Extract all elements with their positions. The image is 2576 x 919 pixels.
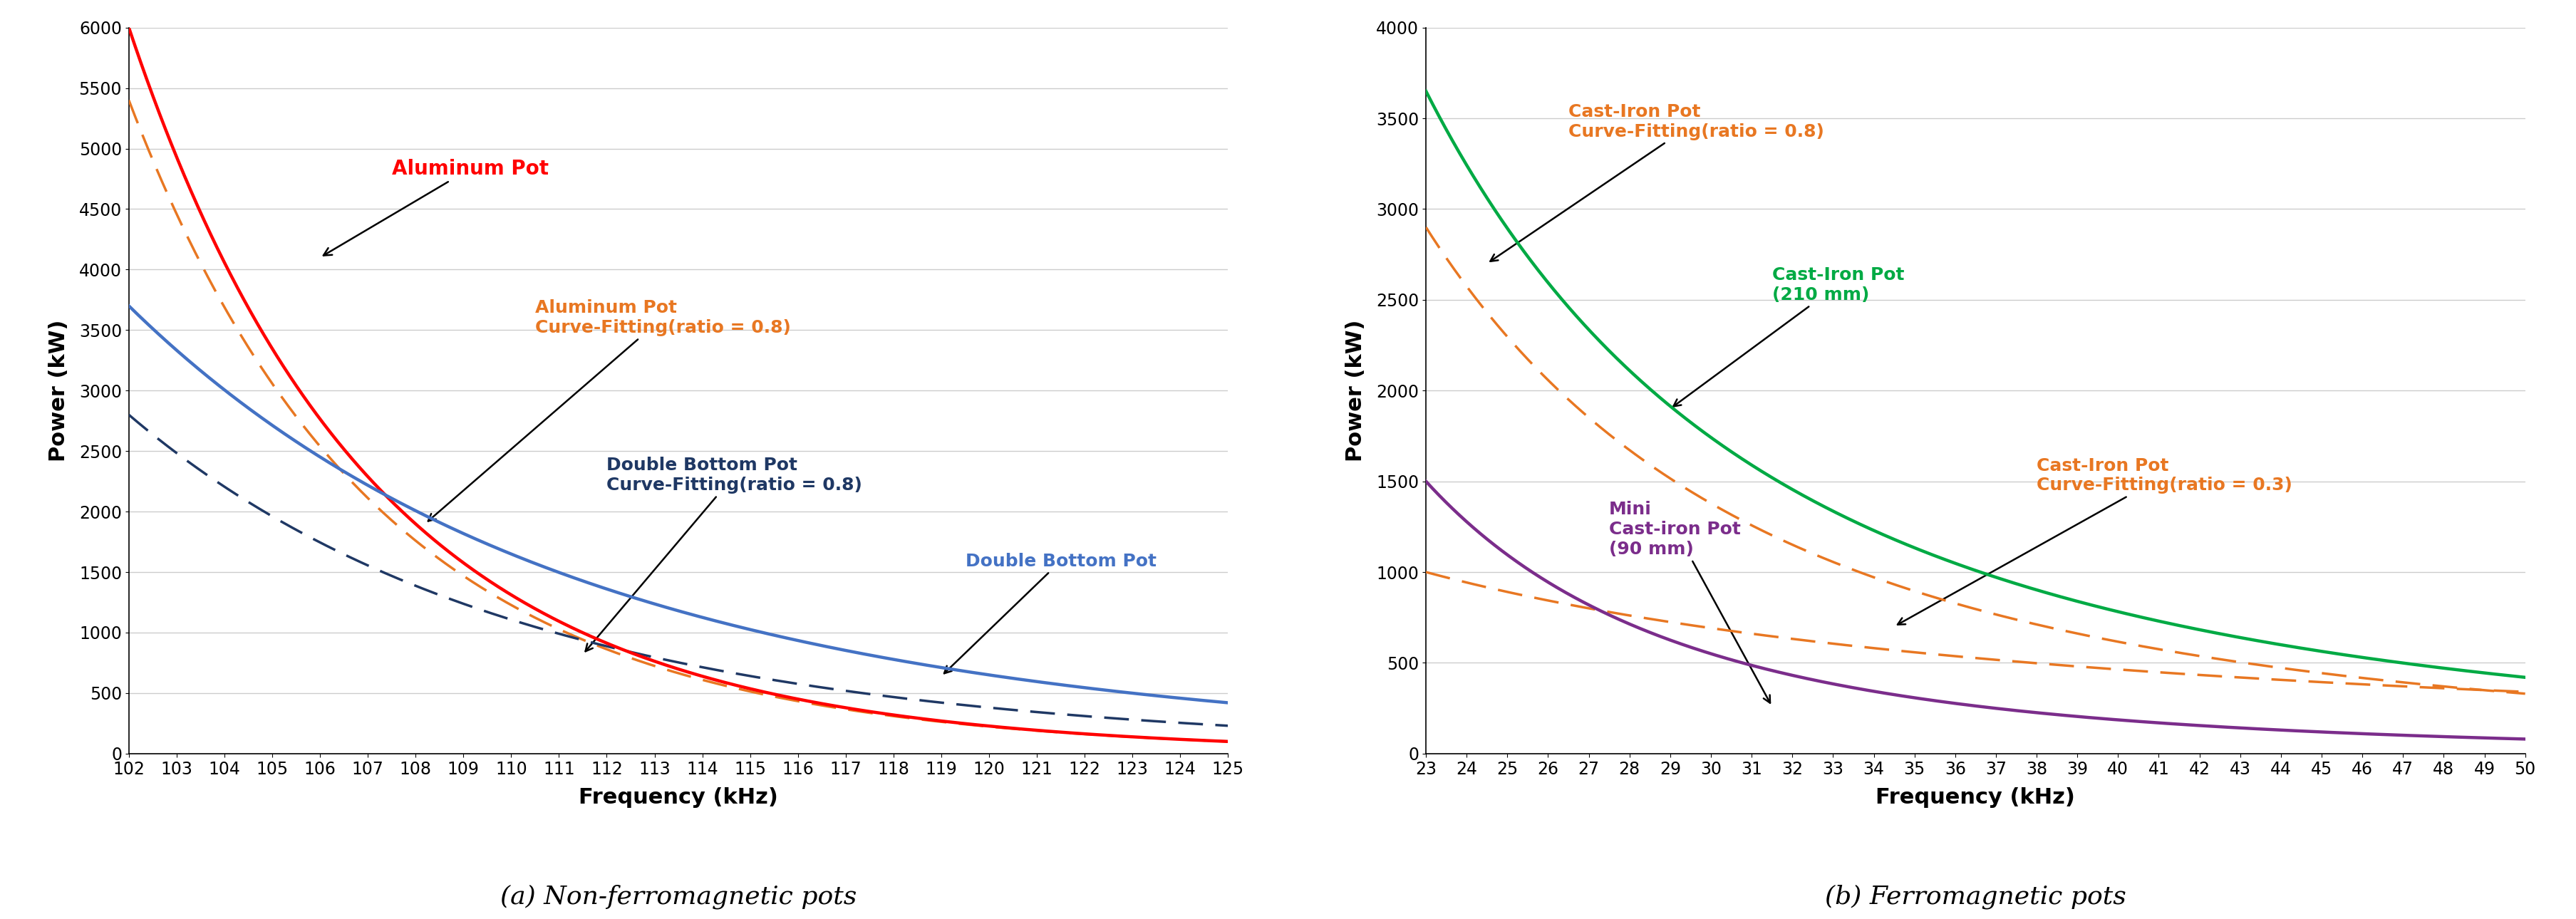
Y-axis label: Power (kW): Power (kW) — [1345, 320, 1365, 461]
Text: Double Bottom Pot: Double Bottom Pot — [943, 552, 1157, 674]
Text: Double Bottom Pot
Curve-Fitting(ratio = 0.8): Double Bottom Pot Curve-Fitting(ratio = … — [585, 457, 863, 652]
Text: Cast-Iron Pot
(210 mm): Cast-Iron Pot (210 mm) — [1672, 267, 1904, 406]
Text: (a) Non-ferromagnetic pots: (a) Non-ferromagnetic pots — [500, 884, 855, 909]
X-axis label: Frequency (kHz): Frequency (kHz) — [1875, 788, 2074, 808]
Text: Cast-Iron Pot
Curve-Fitting(ratio = 0.8): Cast-Iron Pot Curve-Fitting(ratio = 0.8) — [1489, 103, 1824, 261]
Text: Mini
Cast-iron Pot
(90 mm): Mini Cast-iron Pot (90 mm) — [1607, 501, 1770, 703]
Text: (b) Ferromagnetic pots: (b) Ferromagnetic pots — [1824, 884, 2125, 909]
Text: Cast-Iron Pot
Curve-Fitting(ratio = 0.3): Cast-Iron Pot Curve-Fitting(ratio = 0.3) — [1896, 457, 2293, 625]
Text: Aluminum Pot: Aluminum Pot — [325, 159, 549, 255]
Text: Aluminum Pot
Curve-Fitting(ratio = 0.8): Aluminum Pot Curve-Fitting(ratio = 0.8) — [428, 300, 791, 521]
Y-axis label: Power (kW): Power (kW) — [49, 320, 70, 461]
X-axis label: Frequency (kHz): Frequency (kHz) — [580, 788, 778, 808]
